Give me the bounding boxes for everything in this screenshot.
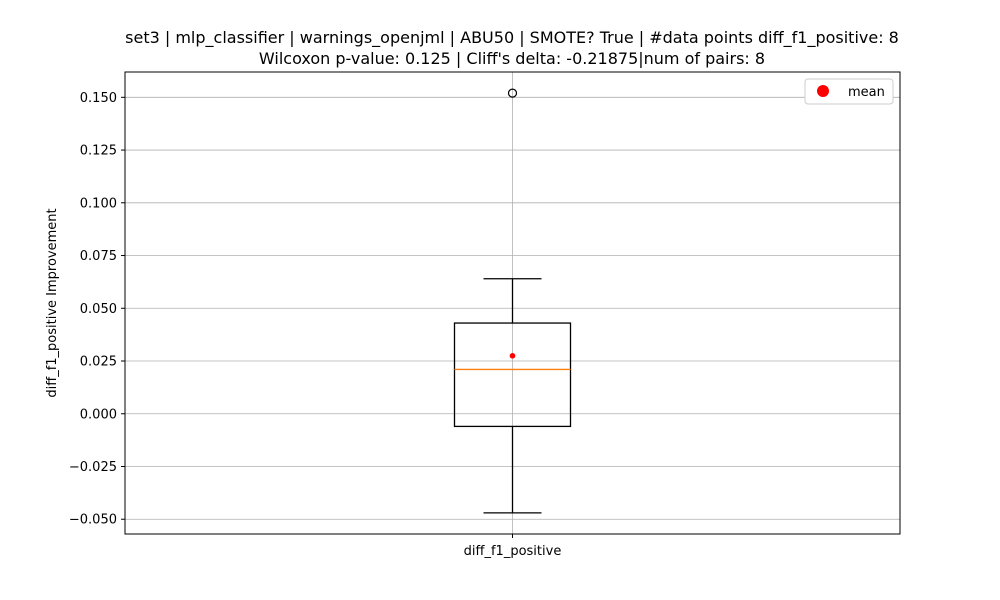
y-tick-label: 0.100 xyxy=(80,196,117,211)
y-tick-label: 0.125 xyxy=(80,144,117,159)
legend: mean xyxy=(804,78,894,105)
y-tick-label: 0.025 xyxy=(80,355,117,370)
y-tick-label: 0.000 xyxy=(80,407,117,422)
x-tick-label: diff_f1_positive xyxy=(464,544,562,559)
mean-marker xyxy=(509,352,516,359)
iqr-box xyxy=(453,322,572,428)
chart-title-line1: set3 | mlp_classifier | warnings_openjml… xyxy=(125,28,899,48)
box-layer xyxy=(453,88,572,514)
y-tick-label: −0.050 xyxy=(69,513,117,528)
legend-mean-marker xyxy=(817,85,829,97)
y-tick-label: 0.150 xyxy=(80,91,117,106)
outlier-point xyxy=(507,88,518,98)
y-tick-label: −0.025 xyxy=(69,460,117,475)
legend-frame xyxy=(804,78,894,105)
tick-layer: −0.050 −0.025 0.000 0.025 0.050 0.075 0.100 0.1… xyxy=(69,91,561,559)
y-axis-label: diff_f1_positive Improvement xyxy=(45,208,60,397)
legend-mean-label: mean xyxy=(848,85,885,100)
y-tick-label: 0.075 xyxy=(80,249,117,264)
chart-title-line2: Wilcoxon p-value: 0.125 | Cliff's delta:… xyxy=(259,49,765,68)
y-tick-label: 0.050 xyxy=(80,302,117,317)
plot-area-frame xyxy=(124,71,901,535)
